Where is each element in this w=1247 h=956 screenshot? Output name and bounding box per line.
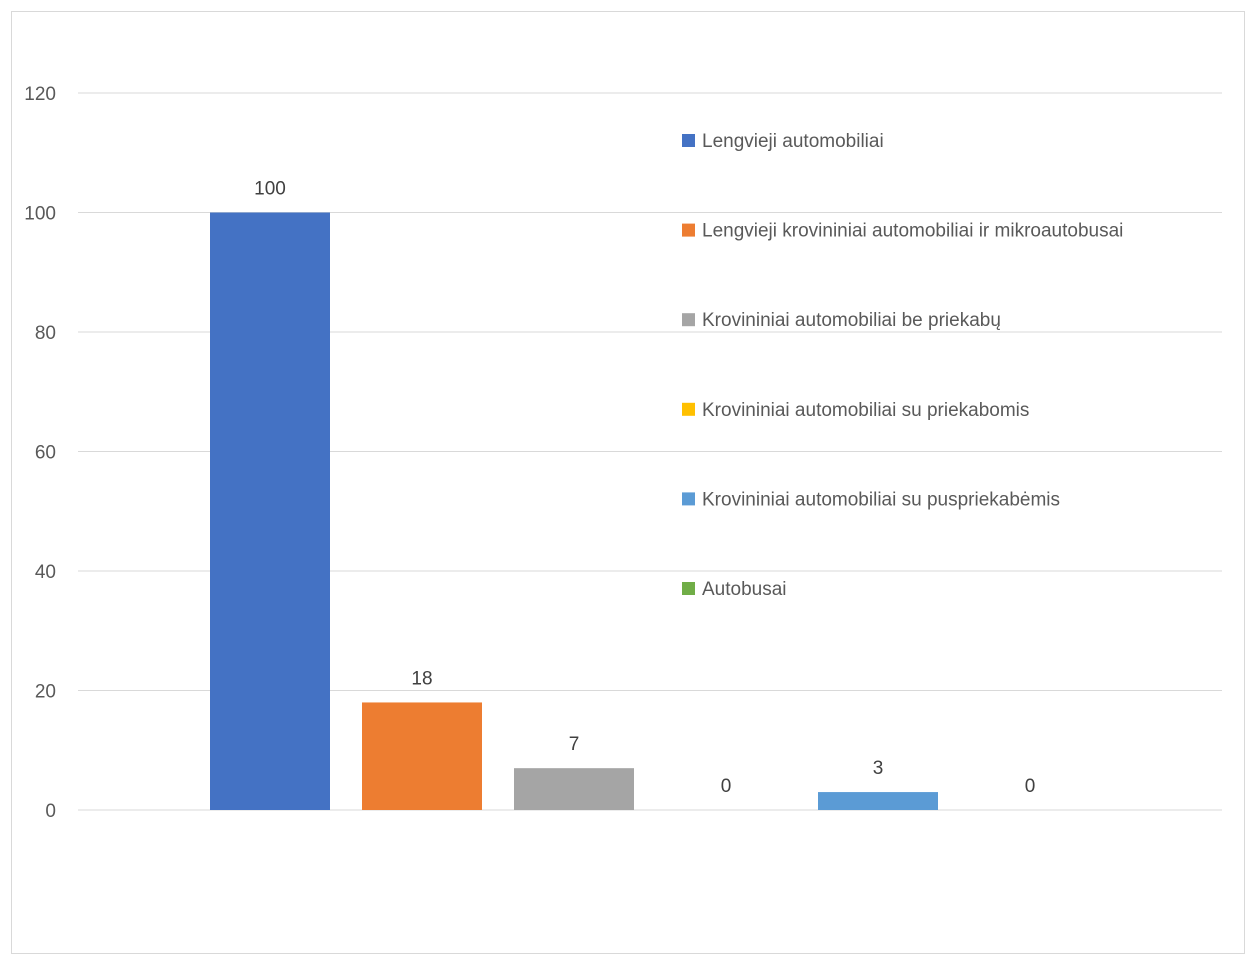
data-label-6: 0 — [1025, 776, 1036, 797]
legend-label-3: Krovininiai automobiliai be priekabų — [702, 310, 1001, 331]
y-tick-label-20: 20 — [35, 682, 56, 703]
legend-label-5: Krovininiai automobiliai su puspriekabėm… — [702, 489, 1060, 510]
bar-1 — [210, 212, 330, 810]
legend: Lengvieji automobiliai Lengvieji krovinin… — [682, 131, 1123, 600]
legend-label-6: Autobusai — [702, 579, 787, 600]
y-tick-label-120: 120 — [24, 84, 56, 105]
y-tick-label-100: 100 — [24, 204, 56, 225]
bar-3 — [514, 768, 634, 810]
legend-swatch-6 — [682, 582, 695, 595]
legend-swatch-4 — [682, 402, 695, 416]
data-label-1: 100 — [254, 179, 286, 200]
data-label-5: 3 — [873, 758, 884, 779]
legend-label-4: Krovininiai automobiliai su priekabomis — [702, 400, 1029, 421]
bar-5 — [818, 792, 938, 810]
data-label-2: 18 — [411, 668, 432, 689]
y-tick-label-80: 80 — [35, 323, 56, 344]
legend-swatch-5 — [682, 492, 695, 506]
legend-swatch-1 — [682, 134, 695, 147]
data-label-4: 0 — [721, 776, 732, 797]
legend-label-2: Lengvieji krovininiai automobiliai ir mi… — [702, 221, 1123, 242]
y-tick-label-60: 60 — [35, 443, 56, 464]
legend-swatch-2 — [682, 223, 695, 237]
legend-label-1: Lengvieji automobiliai — [702, 131, 884, 152]
data-labels: 100 18 7 0 3 0 — [254, 179, 1035, 798]
legend-swatch-3 — [682, 313, 695, 327]
bar-2 — [362, 702, 482, 810]
y-tick-label-40: 40 — [35, 562, 56, 583]
data-label-3: 7 — [569, 734, 580, 755]
y-tick-label-0: 0 — [45, 801, 56, 822]
bars — [210, 212, 938, 810]
y-axis-tick-labels: 0 20 40 60 80 100 120 — [24, 84, 56, 822]
